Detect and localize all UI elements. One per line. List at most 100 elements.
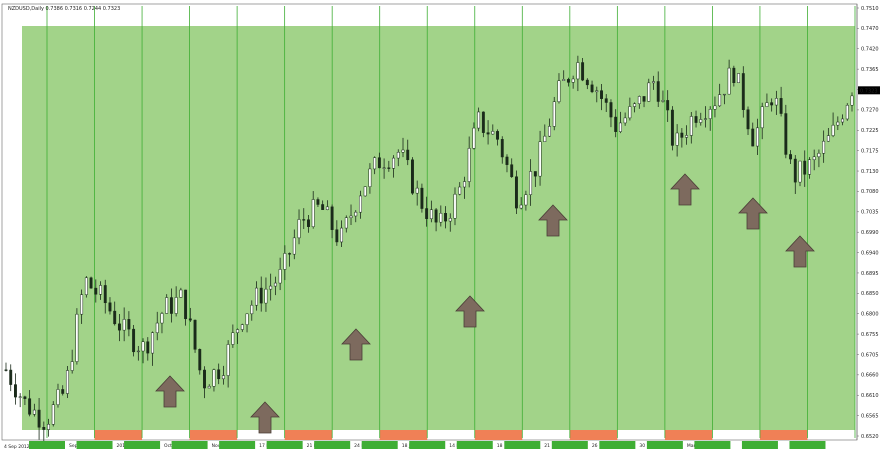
candle-body xyxy=(425,208,429,219)
candle-body xyxy=(656,81,660,102)
candle-body xyxy=(221,375,225,380)
candle-body xyxy=(255,287,258,306)
candle-body xyxy=(188,318,192,321)
y-tick-label: 0.7130 xyxy=(861,169,879,175)
candle-body xyxy=(373,157,377,170)
candle-body xyxy=(14,384,17,398)
candle-body xyxy=(841,118,844,123)
candle-body xyxy=(836,121,840,126)
date-tag xyxy=(314,441,351,449)
y-tick-label: 0.7470 xyxy=(861,26,879,32)
candle-body xyxy=(722,93,726,96)
y-tick-label: 0.6565 xyxy=(861,413,879,419)
candle-body xyxy=(9,369,13,385)
session-bar xyxy=(189,430,238,440)
candle-body xyxy=(685,135,689,138)
candle-body xyxy=(99,285,102,295)
candle-body xyxy=(198,349,202,371)
candle-body xyxy=(226,344,230,376)
candle-body xyxy=(595,90,599,93)
date-tag xyxy=(599,441,636,449)
candle-body xyxy=(751,128,755,147)
candle-body xyxy=(340,227,344,243)
candle-body xyxy=(259,287,263,304)
candle-body xyxy=(604,98,608,103)
candle-body xyxy=(510,164,514,177)
session-bar xyxy=(664,430,713,440)
candle-body xyxy=(84,277,88,295)
candle-body xyxy=(789,154,793,160)
candle-body xyxy=(264,288,268,304)
candle-body xyxy=(552,101,556,127)
candle-body xyxy=(519,204,523,209)
candle-body xyxy=(363,186,367,197)
candle-body xyxy=(793,158,797,183)
candle-body xyxy=(808,159,811,175)
y-tick-label: 0.6755 xyxy=(861,332,879,338)
y-tick-label: 0.6940 xyxy=(861,250,879,256)
candle-body xyxy=(462,181,466,188)
candle-body xyxy=(524,194,528,206)
candle-body xyxy=(321,204,325,210)
candle-body xyxy=(269,285,273,290)
up-arrow-icon xyxy=(455,295,485,328)
candle-body xyxy=(562,79,566,81)
candle-body xyxy=(203,369,206,389)
candle-body xyxy=(491,131,495,135)
candle-body xyxy=(505,156,509,165)
candle-body xyxy=(344,217,348,229)
candle-body xyxy=(652,81,655,84)
candle-body xyxy=(453,193,457,219)
candle-body xyxy=(169,297,173,314)
candle-body xyxy=(117,323,121,331)
x-week-label: Nov xyxy=(212,443,221,449)
session-bar xyxy=(94,430,143,440)
y-tick-label: 0.7080 xyxy=(861,189,879,195)
candle-body xyxy=(481,111,485,133)
candle-body xyxy=(401,149,405,153)
candle-body xyxy=(803,160,807,175)
candle-body xyxy=(42,427,46,430)
candle-body xyxy=(377,157,381,169)
date-tag xyxy=(646,441,683,449)
candle-body xyxy=(160,313,164,324)
candle-body xyxy=(415,187,419,194)
candle-body xyxy=(75,313,79,362)
candle-body xyxy=(822,140,826,154)
candle-body xyxy=(411,159,414,194)
x-week-label: Mar xyxy=(687,443,696,449)
up-arrow-icon xyxy=(341,328,371,361)
candle-body xyxy=(472,127,476,149)
candle-body xyxy=(732,67,736,83)
candle-body xyxy=(760,106,764,129)
session-bar xyxy=(759,430,808,440)
session-bar xyxy=(379,430,428,440)
candle-body xyxy=(741,73,745,110)
candle-body xyxy=(420,187,424,209)
candle-body xyxy=(307,219,310,227)
candle-body xyxy=(28,398,32,415)
candle-body xyxy=(174,297,178,314)
date-tag xyxy=(409,441,446,449)
candle-body xyxy=(689,116,693,136)
candle-body xyxy=(439,213,443,223)
candle-body xyxy=(557,80,561,102)
candle-body xyxy=(250,304,254,315)
x-week-label: Oct xyxy=(164,443,172,449)
candle-body xyxy=(774,98,778,106)
candle-body xyxy=(103,285,107,304)
candle-body xyxy=(680,132,684,138)
candle-body xyxy=(127,319,131,330)
candle-body xyxy=(94,287,98,295)
candle-body xyxy=(283,253,287,270)
session-bar xyxy=(569,430,618,440)
candle-body xyxy=(165,297,169,314)
y-tick-label: 0.7510 xyxy=(861,6,879,12)
x-week-label: 18 Jan xyxy=(402,443,416,449)
candle-body xyxy=(600,90,603,99)
candle-body xyxy=(368,168,372,187)
date-tag xyxy=(29,441,65,449)
candle-body xyxy=(146,341,150,354)
x-week-label: 30 xyxy=(639,443,645,449)
candle-body xyxy=(609,102,613,118)
